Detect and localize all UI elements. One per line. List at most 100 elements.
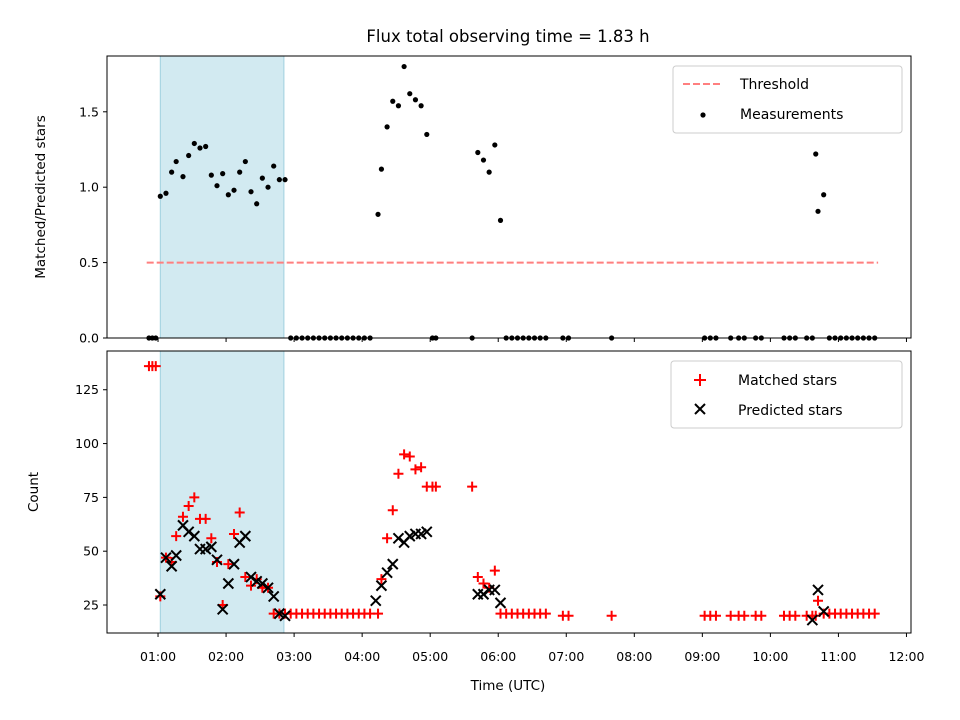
predicted-star-point [375, 579, 388, 592]
predicted-star-point [170, 549, 182, 562]
matched-star-point [410, 464, 421, 475]
predicted-star-point [211, 554, 223, 566]
matched-star-point [382, 533, 393, 544]
matched-star-point [813, 595, 824, 606]
x-axis-label: Time (UTC) [470, 678, 546, 694]
predicted-star-point [381, 567, 393, 579]
measurement-point [248, 189, 254, 195]
top-highlight-span [159, 55, 285, 339]
measurement-point [424, 131, 430, 138]
matched-star-point [430, 481, 441, 492]
matched-star-point [489, 565, 500, 576]
x-tick-label: 08:00 [616, 649, 652, 664]
measurement-point [276, 177, 282, 183]
matched-star-point [739, 610, 750, 621]
measurement-point [407, 91, 413, 97]
x-tick-label: 06:00 [480, 649, 516, 664]
measurement-point [378, 166, 385, 172]
measurement-point [191, 140, 197, 147]
measurement-point [169, 169, 175, 175]
matched-star-point [171, 531, 182, 542]
bottom-axes-frame [106, 350, 912, 634]
measurement-point [401, 63, 407, 70]
measurement-point [208, 172, 214, 178]
matched-star-point [710, 610, 721, 621]
measurement-point [821, 192, 827, 198]
y-tick-label: 0.0 [79, 331, 99, 346]
matched-star-point [229, 528, 240, 539]
matched-star-point [373, 608, 384, 619]
predicted-star-point [188, 530, 201, 542]
predicted-star-point [239, 530, 252, 542]
x-tick-label: 03:00 [276, 649, 312, 664]
predicted-star-point [267, 590, 280, 603]
x-tick-label: 01:00 [140, 649, 176, 664]
measurement-point [197, 145, 203, 151]
measurement-point [214, 183, 220, 189]
legend-predicted-swatch [694, 403, 706, 415]
measurement-point [375, 211, 381, 217]
legend-matched-swatch [694, 374, 706, 386]
matched-star-point [563, 610, 574, 621]
predicted-star-point [806, 614, 819, 626]
predicted-star-point [279, 610, 291, 622]
matched-star-point [869, 608, 880, 619]
measurement-point [254, 201, 260, 207]
y-tick-label: 0.5 [79, 255, 99, 270]
matched-star-point [189, 492, 200, 503]
bottom-legend: Matched stars Predicted stars [670, 360, 903, 429]
matched-star-point [404, 451, 415, 462]
measurement-point [384, 124, 390, 130]
measurement-point [492, 142, 498, 148]
predicted-star-point [812, 584, 824, 596]
measurement-point [203, 143, 209, 150]
measurement-point [186, 152, 192, 159]
y-tick-label: 1.5 [79, 104, 99, 119]
y-tick-label: 1.0 [79, 180, 99, 195]
measurement-point [282, 177, 288, 183]
matched-star-point [200, 513, 211, 524]
x-tick-label: 05:00 [412, 649, 448, 664]
y-tick-label: 75 [83, 490, 99, 505]
predicted-star-point [222, 577, 235, 590]
predicted-star-point [494, 597, 507, 609]
matched-star-point [183, 500, 194, 511]
x-tick-label: 04:00 [344, 649, 380, 664]
top-axes-frame [106, 55, 912, 339]
measurement-point [220, 171, 226, 177]
matched-star-point [240, 572, 251, 583]
x-tick-label: 12:00 [888, 649, 924, 664]
matched-star-point [376, 574, 387, 585]
measurement-point [157, 193, 163, 199]
matched-star-point [234, 507, 245, 518]
matched-star-point [478, 578, 489, 589]
predicted-star-point [160, 551, 172, 564]
measurement-point [390, 98, 396, 104]
y-tick-label: 100 [75, 436, 99, 451]
measurement-point [242, 158, 248, 165]
matched-star-point [540, 608, 551, 619]
x-tick-label: 02:00 [208, 649, 244, 664]
x-tick-label: 10:00 [752, 649, 788, 664]
matched-star-point [387, 505, 398, 516]
matched-star-point [606, 610, 617, 621]
measurement-point [418, 103, 424, 109]
measurement-point [486, 169, 492, 175]
measurement-point [265, 184, 271, 190]
matched-star-point [206, 533, 217, 544]
top-y-axis-label: Matched/Predicted stars [33, 115, 49, 278]
bottom-y-axis-label: Count [26, 472, 42, 512]
predicted-star-point [205, 541, 218, 553]
measurement-point [259, 175, 265, 181]
predicted-star-point [154, 588, 167, 600]
matched-star-point [399, 449, 410, 460]
measurement-point [173, 158, 179, 165]
measurement-point [231, 187, 237, 193]
matched-star-point [177, 511, 188, 522]
legend-matched-label: Matched stars [738, 373, 837, 389]
measurement-point [480, 157, 487, 163]
legend-measurements-label: Measurements [740, 107, 843, 123]
top-legend: Threshold Measurements [672, 65, 903, 134]
predicted-star-point [387, 558, 399, 570]
